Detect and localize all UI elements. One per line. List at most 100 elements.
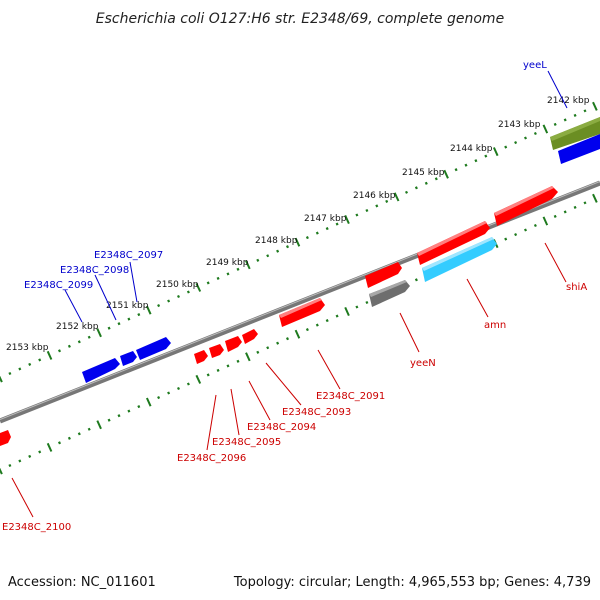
kbp-label: 2145 kbp <box>402 168 445 178</box>
major-tick <box>443 169 449 179</box>
gene-yeeL-second[interactable] <box>558 134 600 164</box>
gene-E2348C_2097[interactable] <box>136 337 171 360</box>
minor-tick <box>514 233 518 237</box>
minor-tick <box>216 276 220 280</box>
minor-tick <box>38 358 42 362</box>
minor-tick <box>226 272 230 276</box>
gene-label-E2348C_2094[interactable]: E2348C_2094 <box>247 422 316 433</box>
gene-shiA[interactable] <box>494 186 558 226</box>
minor-tick <box>137 405 141 409</box>
gene-label-E2348C_2095[interactable]: E2348C_2095 <box>212 437 281 448</box>
minor-tick <box>285 245 290 249</box>
gene-label-shiA[interactable]: shiA <box>566 282 587 293</box>
minor-tick <box>176 386 181 391</box>
minor-tick <box>405 190 408 194</box>
major-tick <box>245 260 251 270</box>
gene-label-E2348C_2093[interactable]: E2348C_2093 <box>282 407 351 418</box>
minor-tick <box>8 463 12 468</box>
accession-text: Accession: NC_011601 <box>8 575 156 590</box>
gene-E2348C_2099[interactable] <box>82 358 120 383</box>
major-tick <box>96 420 102 430</box>
major-tick <box>46 442 53 452</box>
gene-E2348C_2096[interactable] <box>194 350 208 364</box>
minor-tick <box>127 409 131 413</box>
leader-lines <box>11 70 568 518</box>
kbp-label: 2152 kbp <box>56 322 99 332</box>
minor-tick <box>573 113 577 117</box>
gene-E2348C_2100[interactable] <box>0 430 11 446</box>
minor-tick <box>454 168 458 172</box>
minor-tick <box>553 214 557 218</box>
gene-E2348C_2095[interactable] <box>209 344 224 358</box>
minor-tick <box>533 131 537 136</box>
major-tick <box>245 352 251 362</box>
major-tick <box>592 101 598 111</box>
major-tick <box>344 214 350 225</box>
minor-tick <box>186 290 190 294</box>
minor-tick <box>226 364 230 368</box>
gene-label-yeeL[interactable]: yeeL <box>523 60 547 71</box>
minor-tick <box>424 181 428 185</box>
gene-label-E2348C_2096[interactable]: E2348C_2096 <box>177 453 246 464</box>
genome-title: Escherichia coli O127:H6 str. E2348/69, … <box>96 11 504 27</box>
minor-tick <box>414 278 418 282</box>
outer-tick-track <box>0 101 598 383</box>
gene-amn[interactable] <box>422 237 497 282</box>
minor-tick <box>315 323 319 327</box>
kbp-label: 2150 kbp <box>156 280 199 290</box>
major-tick <box>96 328 102 338</box>
minor-tick <box>523 228 528 232</box>
gene-E2348C_2091[interactable] <box>279 298 325 327</box>
minor-tick <box>315 231 319 235</box>
minor-tick <box>365 300 369 305</box>
minor-tick <box>335 314 339 318</box>
minor-tick <box>77 432 81 436</box>
gene-yeeN[interactable] <box>369 280 410 307</box>
gene-E2348C_2093[interactable] <box>242 329 258 344</box>
minor-tick <box>514 141 518 145</box>
genome-summary-text: Topology: circular; Length: 4,965,553 bp… <box>233 575 591 590</box>
minor-tick <box>206 281 210 285</box>
gene-E2348C_2098[interactable] <box>120 351 137 366</box>
minor-tick <box>127 317 131 321</box>
gene-label-E2348C_2098[interactable]: E2348C_2098 <box>60 265 129 276</box>
minor-tick <box>553 122 557 126</box>
major-tick <box>0 467 3 475</box>
minor-tick <box>504 145 508 149</box>
minor-tick <box>137 313 141 317</box>
minor-tick <box>583 201 587 205</box>
minor-tick <box>434 177 438 181</box>
gene-label-E2348C_2099[interactable]: E2348C_2099 <box>24 280 93 291</box>
minor-tick <box>107 418 111 422</box>
minor-tick <box>167 299 171 303</box>
minor-tick <box>67 344 71 348</box>
gene-label-amn[interactable]: amn <box>484 320 506 331</box>
major-tick <box>592 193 598 203</box>
minor-tick <box>325 319 329 323</box>
gene-E2348C_2094[interactable] <box>225 336 242 352</box>
minor-tick <box>285 337 290 341</box>
minor-tick <box>67 436 71 440</box>
minor-tick <box>216 368 220 372</box>
minor-tick <box>484 154 488 158</box>
minor-tick <box>28 362 32 366</box>
gene-label-E2348C_2097[interactable]: E2348C_2097 <box>94 250 163 261</box>
gene-yeeN-red[interactable] <box>365 262 402 288</box>
minor-tick <box>167 391 171 395</box>
minor-tick <box>355 213 359 217</box>
minor-tick <box>157 396 161 400</box>
gene-label-yeeN[interactable]: yeeN <box>410 358 436 369</box>
minor-tick <box>57 349 62 353</box>
major-tick <box>0 375 3 383</box>
gene-amn-red[interactable] <box>417 221 490 265</box>
gene-label-E2348C_2100[interactable]: E2348C_2100 <box>2 522 71 533</box>
kbp-label: 2151 kbp <box>106 301 149 311</box>
major-tick <box>145 305 152 315</box>
major-tick <box>145 397 152 407</box>
minor-tick <box>117 322 121 326</box>
minor-tick <box>266 254 270 258</box>
gene-label-E2348C_2091[interactable]: E2348C_2091 <box>316 391 385 402</box>
minor-tick <box>157 304 161 308</box>
minor-tick <box>176 294 181 299</box>
minor-tick <box>266 346 270 350</box>
